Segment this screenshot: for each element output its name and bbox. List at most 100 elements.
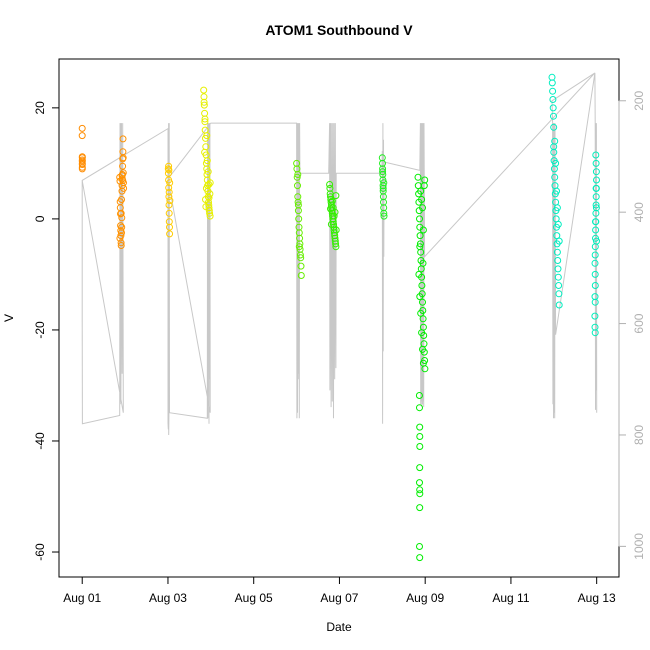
data-point [117,209,125,217]
y2-tick-label: 800 [632,425,646,445]
data-point [165,193,173,201]
y2-tick-label: 1000 [632,533,646,560]
data-point [416,215,423,223]
data-point [296,251,304,259]
y2-tick-label: 600 [632,313,646,333]
data-point [165,209,173,217]
data-point [200,98,208,106]
data-point [554,220,562,228]
data-point [592,151,600,159]
data-point [592,204,600,212]
data-point [332,192,340,200]
data-point [592,193,600,201]
data-point [591,251,599,259]
data-point [206,212,214,220]
data-point [205,194,213,202]
data-point [293,173,301,181]
data-point [417,187,425,195]
data-point [120,184,128,192]
data-point [554,257,562,264]
data-point [416,464,424,472]
data-point [166,197,174,205]
data-point [203,157,211,165]
y2-tick-label: 200 [632,90,646,110]
data-point [592,168,600,176]
x-axis-label: Date [326,620,352,634]
axes: Aug 01 Aug 03 Aug 05 Aug 07 Aug 09 Aug 11 Aug … [33,58,646,605]
data-point [117,239,125,247]
data-point [295,243,303,251]
x-tick-label: Aug 09 [406,591,444,605]
y-tick-label: -40 [33,432,47,450]
data-point [549,96,557,103]
data-point [419,259,427,267]
data-point [591,282,599,289]
data-point [117,242,125,249]
data-point [206,190,214,198]
data-point [418,196,426,203]
data-point [421,176,429,184]
data-point [416,443,424,450]
data-point [202,196,209,203]
data-point [119,154,127,162]
y-tick-label: -60 [33,543,47,561]
data-point [591,270,599,278]
data-point [554,265,562,273]
data-point [166,223,173,231]
data-point [419,345,426,353]
data-point [379,168,387,176]
x-tick-label: Aug 07 [320,591,358,605]
data-point [416,423,424,431]
data-point [118,214,126,222]
data-point [327,220,335,228]
data-point [118,196,125,203]
data-point [117,222,125,230]
data-point [119,162,127,170]
data-point [592,226,600,234]
data-point [118,223,126,231]
x-tick-label: Aug 11 [492,591,529,605]
data-point [78,154,86,162]
data-point [328,197,336,205]
y2-tick-label: 400 [632,202,646,222]
data-point [416,554,424,562]
data-point [165,201,173,209]
data-point [555,282,563,289]
data-point [166,230,174,238]
data-point [591,312,599,320]
data-point [416,232,424,240]
data-point [164,169,172,177]
data-point [294,198,302,206]
data-point [554,273,562,281]
data-point [331,208,339,216]
data-point [552,159,560,167]
data-point [419,298,426,306]
data-point [416,243,424,251]
data-point [201,148,209,156]
data-point [165,162,173,170]
data-point [297,272,305,279]
data-point [555,237,563,245]
data-point [591,329,599,337]
data-point [165,166,173,174]
data-point [550,123,558,131]
data-point [553,204,561,212]
data-point [416,404,423,412]
data-point [294,171,302,178]
data-point [200,101,208,109]
x-tick-label: Aug 01 [63,591,101,605]
data-point [326,181,334,188]
data-point [553,248,561,256]
data-point [202,203,210,211]
data-point [380,209,388,217]
data-point [294,201,302,209]
data-point [416,490,424,498]
data-point [551,137,559,145]
data-point [166,179,174,187]
data-point [416,293,424,301]
data-point [295,215,303,223]
y-tick-label: 0 [33,215,47,222]
data-point [330,212,338,220]
data-point [417,309,425,317]
